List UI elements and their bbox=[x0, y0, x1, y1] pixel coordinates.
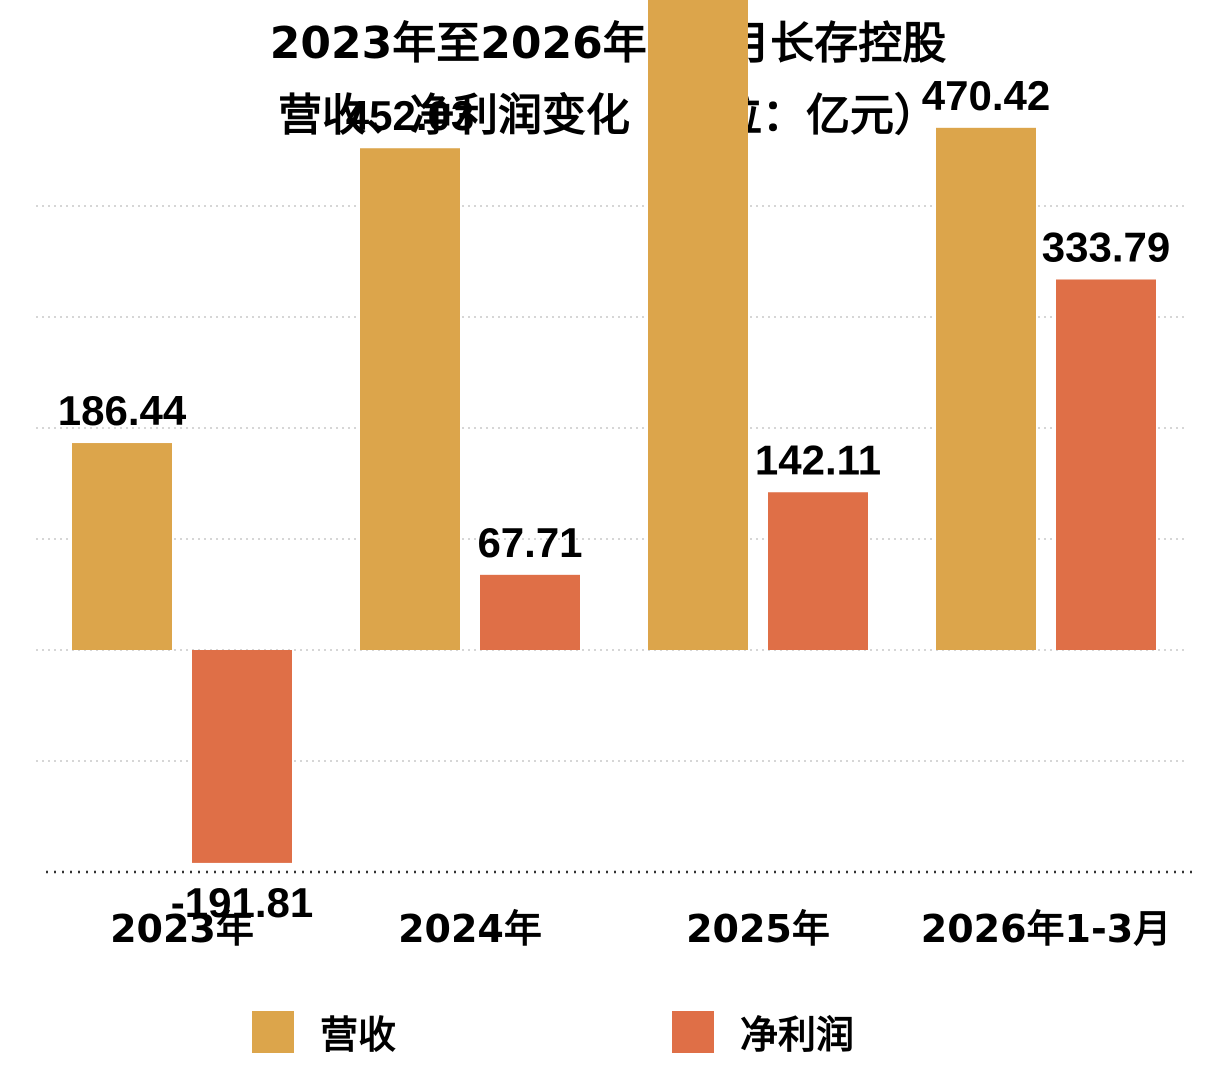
category-label-0: 2023年 bbox=[110, 907, 254, 951]
category-label-3: 2026年1-3月 bbox=[921, 907, 1171, 951]
legend-item-revenue: 营收 bbox=[252, 1004, 396, 1059]
value-label-net-profit-0: -191.81 bbox=[171, 879, 313, 926]
value-label-net-profit-2: 142.11 bbox=[755, 436, 881, 483]
value-label-net-profit-1: 67.71 bbox=[477, 519, 582, 566]
legend-label-revenue: 营收 bbox=[320, 1013, 397, 1057]
bar-revenue-1 bbox=[360, 148, 460, 650]
legend-label-net-profit: 净利润 bbox=[740, 1013, 855, 1057]
category-labels: 2023年 2024年 2025年 2026年1-3月 bbox=[110, 907, 1171, 951]
bar-net-profit-2 bbox=[768, 492, 868, 650]
chart-title-line-2: 营收、净利润变化（单位：亿元） bbox=[278, 90, 938, 141]
legend-item-net-profit: 净利润 bbox=[672, 1004, 854, 1059]
bar-net-profit-1 bbox=[480, 574, 580, 650]
value-label-revenue-0: 186.44 bbox=[58, 387, 187, 434]
legend-swatch-net-profit bbox=[672, 1010, 714, 1053]
value-label-net-profit-3: 333.79 bbox=[1042, 223, 1170, 270]
bar-revenue-2 bbox=[648, 0, 748, 651]
bar-chart: 186.44-191.81452.0367.71631.85142.11470.… bbox=[36, 0, 1192, 951]
category-label-1: 2024年 bbox=[398, 907, 542, 951]
bar-net-profit-0 bbox=[192, 650, 292, 863]
legend-swatch-revenue bbox=[252, 1010, 294, 1053]
value-label-revenue-1: 452.03 bbox=[346, 92, 474, 139]
bars bbox=[72, 0, 1156, 863]
value-labels: 186.44-191.81452.0367.71631.85142.11470.… bbox=[58, 72, 1170, 926]
bar-revenue-3 bbox=[936, 127, 1036, 650]
bar-revenue-0 bbox=[72, 443, 172, 650]
category-label-2: 2025年 bbox=[686, 907, 830, 951]
chart-title-line-1: 2023年至2026年1-3月长存控股 bbox=[269, 18, 947, 69]
bar-net-profit-3 bbox=[1056, 279, 1156, 650]
value-label-revenue-3: 470.42 bbox=[922, 72, 1050, 119]
